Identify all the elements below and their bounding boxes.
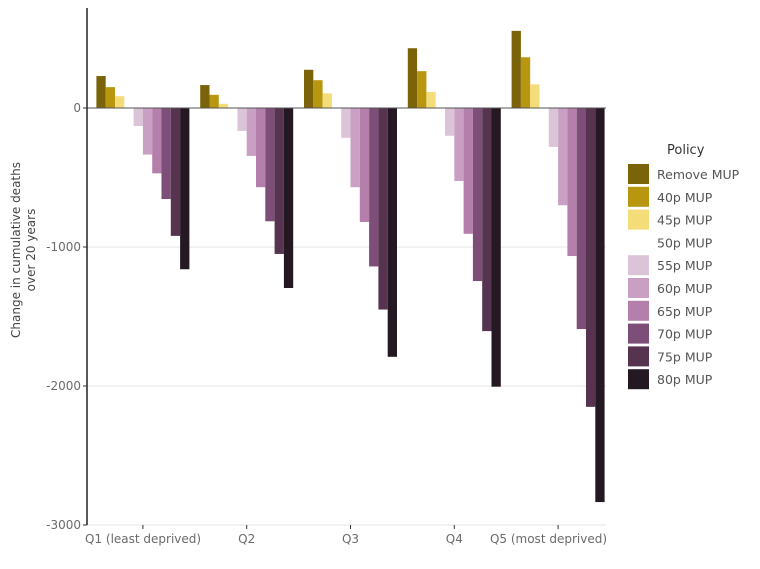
legend-swatch bbox=[628, 300, 649, 321]
bar-60p-mup-q4 bbox=[454, 108, 464, 181]
bar-60p-mup-q2 bbox=[246, 108, 256, 156]
bar-45p-mup-q3 bbox=[322, 93, 332, 108]
legend-swatch bbox=[628, 164, 649, 184]
y-axis-title-line-1: Change in cumulative deaths bbox=[9, 162, 23, 338]
bar-70p-mup-q5 bbox=[576, 108, 586, 330]
bar-40p-mup-q4 bbox=[417, 71, 427, 108]
legend-label: Remove MUP bbox=[657, 167, 740, 182]
bar-55p-mup-q5 bbox=[548, 108, 559, 147]
bar-70p-mup-q2 bbox=[265, 108, 275, 222]
bar-75p-mup-q5 bbox=[586, 108, 596, 407]
legend-title: Policy bbox=[667, 143, 705, 158]
legend-label: 45p MUP bbox=[657, 213, 713, 228]
x-tick-label: Q2 bbox=[238, 532, 255, 546]
y-ticks: 0 -1000 -2000 -3000 bbox=[46, 101, 87, 532]
y-tick-label: -1000 bbox=[46, 240, 81, 254]
bar-80p-mup-q5 bbox=[595, 108, 605, 503]
legend-swatch bbox=[628, 323, 649, 344]
legend-label: 80p MUP bbox=[657, 372, 713, 387]
bar-75p-mup-q4 bbox=[482, 108, 492, 332]
bar-45p-mup-q5 bbox=[530, 84, 540, 108]
bar-65p-mup-q2 bbox=[256, 108, 266, 188]
y-tick-label: 0 bbox=[73, 101, 81, 115]
bar-65p-mup-q3 bbox=[359, 108, 370, 222]
bar-remove-mup-q4 bbox=[407, 48, 418, 108]
bar-45p-mup-q4 bbox=[426, 92, 436, 108]
legend-swatch bbox=[628, 278, 649, 298]
bar-65p-mup-q4 bbox=[463, 108, 473, 234]
bar-80p-mup-q1 bbox=[180, 108, 190, 270]
bar-70p-mup-q3 bbox=[369, 108, 379, 267]
bar-55p-mup-q3 bbox=[341, 108, 351, 138]
y-tick-label: -3000 bbox=[46, 518, 81, 532]
bar-60p-mup-q3 bbox=[350, 108, 360, 188]
legend-swatch bbox=[628, 209, 649, 230]
bar-75p-mup-q2 bbox=[274, 108, 284, 254]
legend-label: 65p MUP bbox=[657, 304, 713, 319]
bar-40p-mup-q5 bbox=[520, 57, 531, 108]
bar-65p-mup-q1 bbox=[152, 108, 162, 174]
x-tick-label: Q3 bbox=[342, 532, 359, 546]
bar-80p-mup-q3 bbox=[387, 108, 397, 357]
legend-label: 40p MUP bbox=[657, 190, 713, 205]
x-tick-label: Q5 (most deprived) bbox=[490, 532, 607, 546]
bar-75p-mup-q1 bbox=[170, 108, 181, 236]
x-tick-label: Q1 (least deprived) bbox=[85, 532, 201, 546]
bars bbox=[96, 30, 605, 503]
bar-remove-mup-q3 bbox=[304, 69, 314, 108]
bar-75p-mup-q3 bbox=[378, 108, 388, 310]
bar-remove-mup-q2 bbox=[200, 85, 210, 108]
bar-65p-mup-q5 bbox=[567, 108, 577, 257]
legend-label: 50p MUP bbox=[657, 235, 713, 250]
bar-40p-mup-q3 bbox=[313, 80, 323, 108]
legend-label: 70p MUP bbox=[657, 327, 713, 342]
legend-swatch bbox=[628, 346, 649, 367]
bar-70p-mup-q4 bbox=[472, 108, 483, 282]
legend: Remove MUP 40p MUP 45p MUP 50p MUP 55p MUP 60… bbox=[628, 164, 740, 390]
legend-swatch bbox=[628, 186, 649, 207]
bar-40p-mup-q2 bbox=[209, 94, 219, 108]
bar-45p-mup-q2 bbox=[218, 103, 229, 108]
y-axis-title-line-2: over 20 years bbox=[24, 209, 38, 292]
bar-55p-mup-q2 bbox=[237, 108, 247, 131]
bar-40p-mup-q1 bbox=[105, 87, 115, 108]
bar-remove-mup-q1 bbox=[96, 76, 106, 108]
y-tick-label: -2000 bbox=[46, 379, 81, 393]
legend-swatch bbox=[628, 369, 649, 390]
bar-55p-mup-q1 bbox=[133, 108, 143, 127]
bar-60p-mup-q5 bbox=[558, 108, 568, 206]
bar-45p-mup-q1 bbox=[115, 96, 125, 108]
legend-label: 75p MUP bbox=[657, 349, 713, 364]
legend-label: 55p MUP bbox=[657, 258, 713, 273]
bar-80p-mup-q2 bbox=[283, 108, 294, 289]
x-ticks: Q1 (least deprived) Q2 Q3 Q4 Q5 (most depriv… bbox=[85, 525, 607, 546]
bar-remove-mup-q5 bbox=[511, 30, 521, 109]
bar-55p-mup-q4 bbox=[445, 108, 455, 136]
x-tick-label: Q4 bbox=[446, 532, 463, 546]
legend-label: 60p MUP bbox=[657, 281, 713, 296]
bar-80p-mup-q4 bbox=[491, 108, 501, 387]
legend-swatch bbox=[628, 255, 649, 276]
bar-60p-mup-q1 bbox=[142, 108, 153, 155]
gridlines bbox=[87, 246, 606, 526]
bar-70p-mup-q1 bbox=[161, 108, 171, 200]
